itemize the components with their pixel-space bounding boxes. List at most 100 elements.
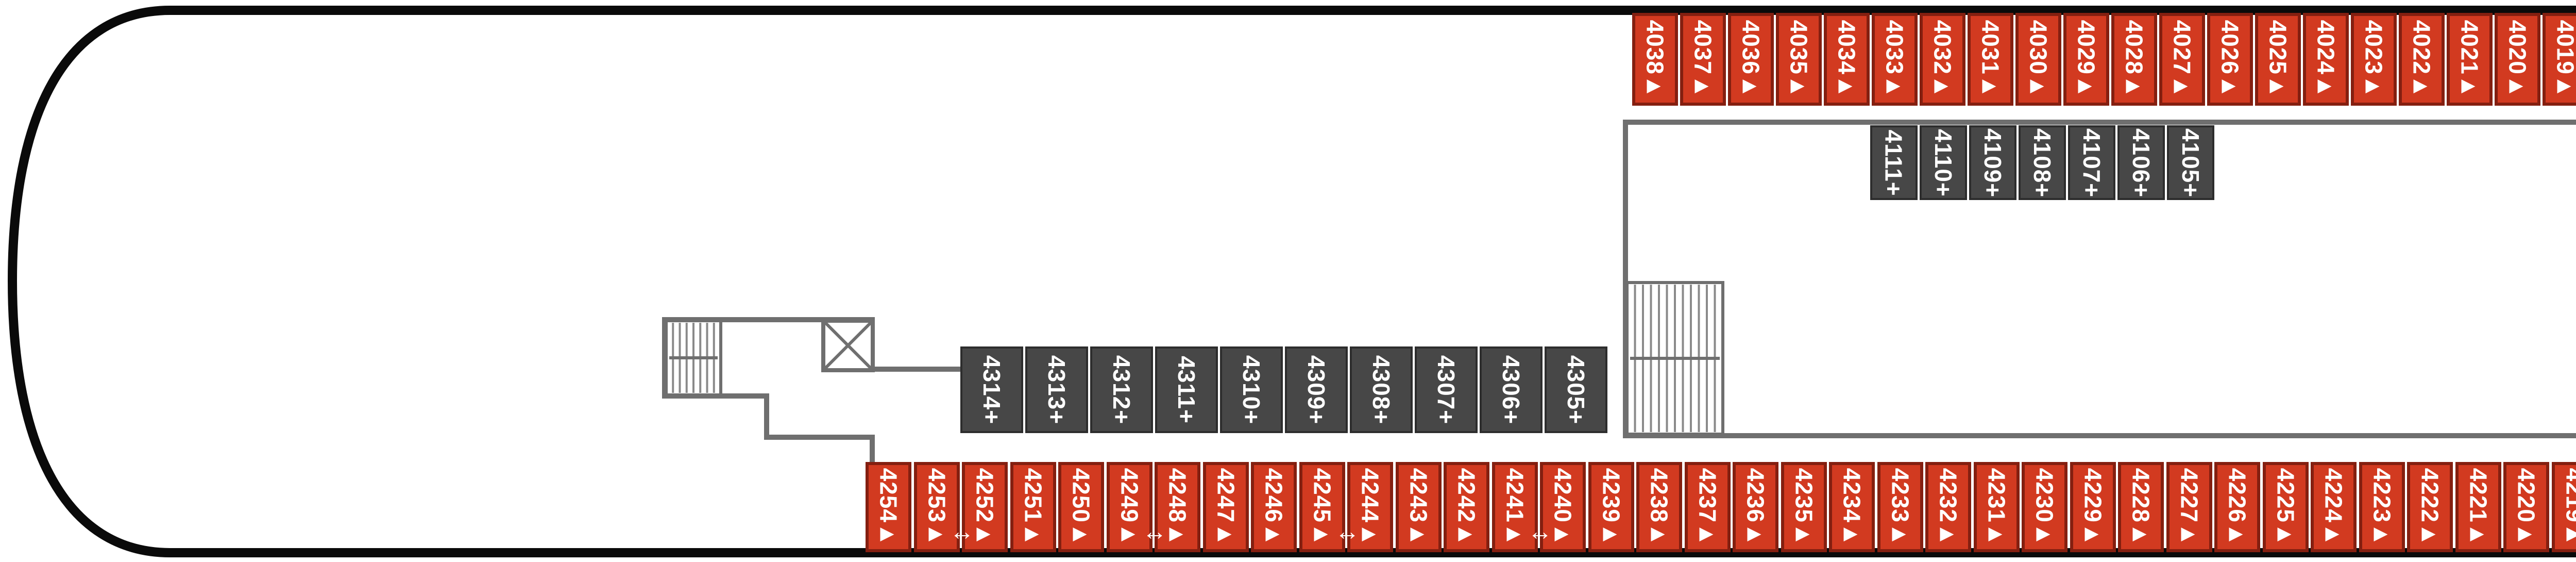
cabin-4022[interactable]: 4022▲	[2399, 13, 2445, 106]
cabin-number: 4021▲	[2456, 20, 2483, 99]
cabin-4250[interactable]: 4250▲	[1058, 462, 1104, 552]
cabin-number: 4031▲	[1977, 20, 2004, 99]
cabin-number: 4026▲	[2216, 20, 2244, 99]
cabin-4243[interactable]: 4243▲	[1395, 462, 1442, 552]
cabin-4310[interactable]: 4310+	[1220, 346, 1283, 433]
cabin-4311[interactable]: 4311+	[1155, 346, 1218, 433]
cabin-4223[interactable]: 4223▲	[2359, 462, 2405, 552]
cabin-4306[interactable]: 4306+	[1480, 346, 1543, 433]
cabin-number: 4254▲	[875, 468, 902, 547]
cabin-4224[interactable]: 4224▲	[2311, 462, 2357, 552]
cabin-number: 4231▲	[1983, 468, 2010, 547]
cabin-4023[interactable]: 4023▲	[2351, 13, 2397, 106]
cabin-4247[interactable]: 4247▲	[1202, 462, 1249, 552]
cabin-number: 4250▲	[1067, 468, 1095, 547]
cabin-4031[interactable]: 4031▲	[1968, 13, 2013, 106]
cabin-4228[interactable]: 4228▲	[2118, 462, 2164, 552]
connecting-rooms-arrow-icon: ↔	[1142, 518, 1167, 546]
cabin-number: 4028▲	[2121, 20, 2148, 99]
cabin-4034[interactable]: 4034▲	[1824, 13, 1870, 106]
cabin-4252[interactable]: 4252▲	[962, 462, 1008, 552]
cabin-4307[interactable]: 4307+	[1415, 346, 1478, 433]
cabin-number: 4226▲	[2224, 468, 2251, 547]
cabin-4313[interactable]: 4313+	[1025, 346, 1088, 433]
cabin-4233[interactable]: 4233▲	[1877, 462, 1923, 552]
cabin-4021[interactable]: 4021▲	[2447, 13, 2493, 106]
cabin-4032[interactable]: 4032▲	[1920, 13, 1965, 106]
cabin-4035[interactable]: 4035▲	[1776, 13, 1822, 106]
cabin-4235[interactable]: 4235▲	[1781, 462, 1827, 552]
cabin-4108[interactable]: 4108+	[2019, 125, 2066, 200]
cabin-number: 4105+	[2177, 128, 2205, 197]
connecting-rooms-arrow-icon: ↔	[1528, 518, 1552, 546]
cabin-4024[interactable]: 4024▲	[2303, 13, 2349, 106]
cabin-4308[interactable]: 4308+	[1350, 346, 1413, 433]
cabin-4220[interactable]: 4220▲	[2503, 462, 2549, 552]
cabin-4309[interactable]: 4309+	[1285, 346, 1348, 433]
cabin-4111[interactable]: 4111+	[1870, 125, 1918, 200]
cabin-4242[interactable]: 4242▲	[1444, 462, 1489, 552]
cabin-4254[interactable]: 4254▲	[866, 462, 911, 552]
cabin-number: 4232▲	[1935, 468, 1962, 547]
cabin-4312[interactable]: 4312+	[1090, 346, 1153, 433]
cabin-4019[interactable]: 4019▲	[2543, 13, 2576, 106]
cabin-number: 4019▲	[2552, 20, 2576, 99]
cabin-4226[interactable]: 4226▲	[2214, 462, 2260, 552]
cabin-4248[interactable]: 4248▲	[1155, 462, 1200, 552]
cabin-4240[interactable]: 4240▲	[1540, 462, 1586, 552]
cabin-4237[interactable]: 4237▲	[1684, 462, 1731, 552]
cabin-4110[interactable]: 4110+	[1920, 125, 1967, 200]
cabin-number: 4247▲	[1212, 468, 1239, 547]
cabin-4020[interactable]: 4020▲	[2495, 13, 2540, 106]
cabin-4107[interactable]: 4107+	[2068, 125, 2115, 200]
cabin-4025[interactable]: 4025▲	[2255, 13, 2301, 106]
cabin-number: 4037▲	[1689, 20, 1717, 99]
cabin-4222[interactable]: 4222▲	[2407, 462, 2453, 552]
cabin-4229[interactable]: 4229▲	[2070, 462, 2116, 552]
cabin-4027[interactable]: 4027▲	[2159, 13, 2205, 106]
cabin-4245[interactable]: 4245▲	[1299, 462, 1345, 552]
cabin-4230[interactable]: 4230▲	[2022, 462, 2067, 552]
cabin-4234[interactable]: 4234▲	[1829, 462, 1875, 552]
cabin-4232[interactable]: 4232▲	[1925, 462, 1971, 552]
cabin-4236[interactable]: 4236▲	[1733, 462, 1778, 552]
cabin-4227[interactable]: 4227▲	[2166, 462, 2212, 552]
cabin-number: 4022▲	[2408, 20, 2435, 99]
cabin-number: 4236▲	[1742, 468, 1769, 547]
cabin-4219[interactable]: 4219▲	[2551, 462, 2576, 552]
cabin-4221[interactable]: 4221▲	[2455, 462, 2501, 552]
cabin-4038[interactable]: 4038▲	[1632, 13, 1678, 106]
cabin-4028[interactable]: 4028▲	[2111, 13, 2157, 106]
cabin-4105[interactable]: 4105+	[2167, 125, 2214, 200]
cabin-4026[interactable]: 4026▲	[2207, 13, 2253, 106]
cabin-4037[interactable]: 4037▲	[1680, 13, 1726, 106]
cabin-number: 4108+	[2029, 128, 2056, 197]
cabin-number: 4034▲	[1833, 20, 1860, 99]
cabin-4244[interactable]: 4244▲	[1347, 462, 1393, 552]
cabin-4109[interactable]: 4109+	[1969, 125, 2016, 200]
cabin-number: 4229▲	[2079, 468, 2106, 547]
cabin-number: 4251▲	[1020, 468, 1046, 547]
cabin-4253[interactable]: 4253▲	[913, 462, 960, 552]
cabin-number: 4243▲	[1405, 468, 1432, 547]
cabin-4029[interactable]: 4029▲	[2063, 13, 2109, 106]
cabin-4033[interactable]: 4033▲	[1872, 13, 1918, 106]
cabin-4238[interactable]: 4238▲	[1636, 462, 1682, 552]
cabin-4036[interactable]: 4036▲	[1728, 13, 1774, 106]
cabin-number: 4234▲	[1838, 468, 1866, 547]
cabin-4106[interactable]: 4106+	[2117, 125, 2165, 200]
cabin-4225[interactable]: 4225▲	[2262, 462, 2309, 552]
cabin-4251[interactable]: 4251▲	[1010, 462, 1056, 552]
cabin-number: 4308+	[1368, 355, 1395, 425]
cabin-number: 4030▲	[2025, 20, 2052, 99]
cabin-4249[interactable]: 4249▲	[1106, 462, 1153, 552]
cabin-4305[interactable]: 4305+	[1545, 346, 1607, 433]
cabin-number: 4221▲	[2465, 468, 2492, 547]
cabin-4314[interactable]: 4314+	[960, 346, 1023, 433]
cabin-4246[interactable]: 4246▲	[1251, 462, 1297, 552]
cabin-4030[interactable]: 4030▲	[2015, 13, 2061, 106]
cabin-number: 4023▲	[2360, 20, 2387, 99]
cabin-4241[interactable]: 4241▲	[1492, 462, 1538, 552]
cabin-4239[interactable]: 4239▲	[1588, 462, 1634, 552]
cabin-4231[interactable]: 4231▲	[1973, 462, 2020, 552]
